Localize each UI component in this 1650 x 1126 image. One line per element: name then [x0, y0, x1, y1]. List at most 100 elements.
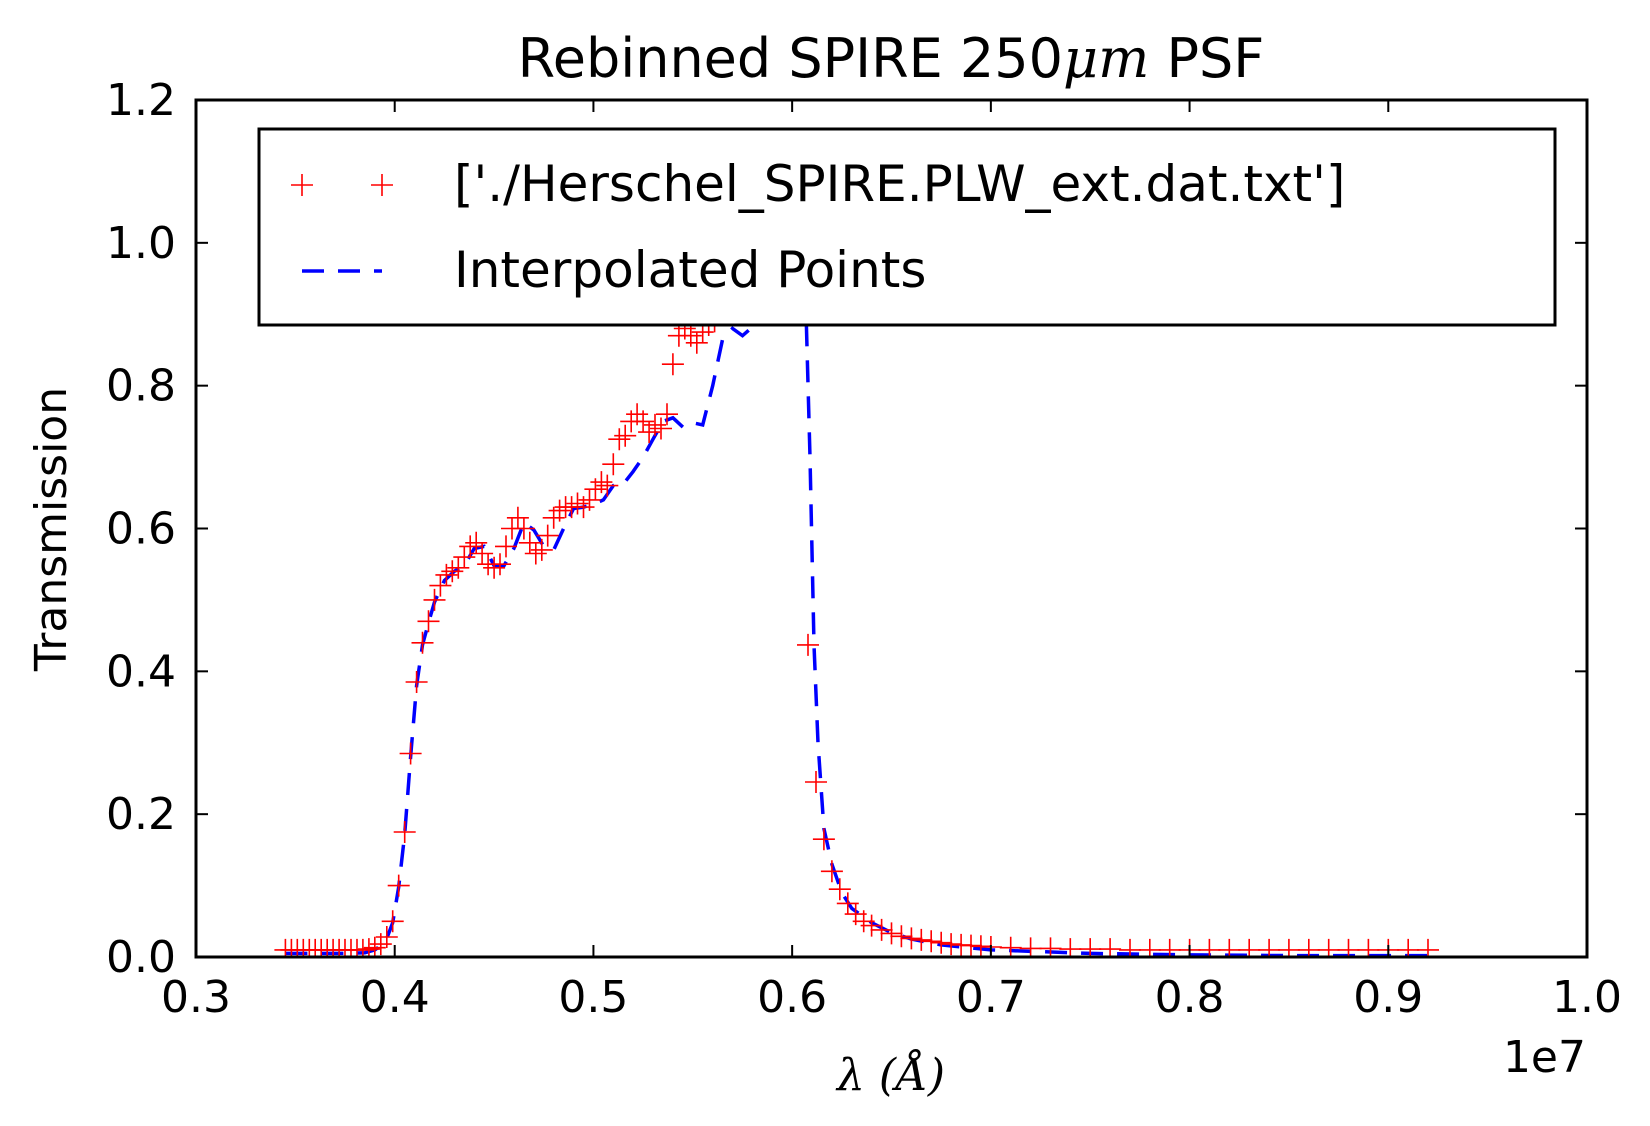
y-tick-label: 1.0: [106, 218, 176, 269]
data-point-marker: [459, 535, 482, 558]
data-point-marker: [375, 926, 398, 948]
legend-label-points: ['./Herschel_SPIRE.PLW_ext.dat.txt']: [454, 155, 1345, 213]
data-point-marker: [1277, 938, 1300, 957]
data-point-marker: [548, 499, 571, 522]
data-point-marker: [1337, 938, 1360, 957]
data-point-marker: [411, 631, 434, 654]
data-point-marker: [351, 938, 374, 957]
data-point-marker: [1417, 938, 1439, 957]
data-point-marker: [940, 933, 963, 956]
data-point-marker: [483, 556, 506, 579]
data-point-marker: [471, 542, 494, 565]
data-point-marker: [423, 588, 446, 611]
data-point-marker: [650, 417, 672, 440]
data-point-marker: [578, 488, 601, 511]
x-tick-label: 0.8: [1155, 972, 1225, 1023]
x-tick-label: 0.7: [956, 972, 1026, 1023]
data-point-marker: [1119, 938, 1141, 957]
data-point-marker: [506, 506, 529, 529]
y-tick-label: 0.6: [106, 504, 176, 555]
data-point-marker: [417, 610, 440, 633]
data-point-marker: [930, 931, 953, 954]
data-point-marker: [387, 874, 410, 897]
data-point-marker: [363, 936, 386, 957]
y-tick-label: 0.0: [106, 932, 176, 983]
data-point-marker: [566, 492, 589, 515]
data-point-marker: [685, 331, 708, 354]
data-point-marker: [1138, 938, 1161, 957]
legend-plus-marker: [291, 174, 313, 196]
legend-plus-marker: [371, 174, 393, 196]
data-point-marker: [512, 517, 535, 540]
data-point-marker: [1198, 938, 1221, 957]
x-tick-label: 0.9: [1353, 972, 1423, 1023]
x-axis-label: λ (Å): [835, 1048, 945, 1101]
legend-label-interp: Interpolated Points: [454, 241, 926, 299]
data-point-marker: [656, 403, 678, 426]
data-point-marker: [900, 927, 923, 950]
data-point-marker: [429, 574, 452, 597]
data-point-marker: [530, 538, 553, 561]
y-axis-label: Transmission: [26, 387, 77, 672]
data-point-marker: [920, 930, 943, 953]
data-point-marker: [890, 925, 913, 948]
data-point-marker: [1258, 938, 1281, 957]
data-point-marker: [614, 424, 637, 447]
data-point-marker: [608, 428, 631, 451]
data-point-marker: [1397, 938, 1420, 957]
data-point-marker: [880, 922, 903, 945]
data-point-marker: [447, 556, 470, 579]
data-point-marker: [441, 560, 464, 583]
data-point-marker: [495, 535, 517, 558]
data-point-marker: [524, 542, 547, 565]
data-point-marker: [910, 928, 933, 951]
y-tick-label: 0.2: [106, 789, 176, 840]
data-point-marker: [999, 936, 1022, 957]
data-point-marker: [435, 563, 458, 586]
data-point-marker: [797, 633, 819, 656]
y-tick-label: 0.8: [106, 361, 176, 412]
data-point-marker: [399, 742, 422, 765]
data-point-marker: [644, 413, 666, 436]
x-tick-label: 0.4: [360, 972, 430, 1023]
data-point-marker: [465, 531, 488, 554]
data-point-marker: [1158, 938, 1181, 957]
chart-title: Rebinned SPIRE 250μm PSF: [518, 27, 1265, 90]
data-point-marker: [1357, 938, 1380, 957]
data-point-marker: [393, 821, 416, 843]
x-tick-label: 1.0: [1552, 972, 1622, 1023]
data-point-marker: [596, 474, 619, 497]
legend: ['./Herschel_SPIRE.PLW_ext.dat.txt'] Int…: [257, 127, 1557, 327]
data-point-marker: [828, 878, 851, 901]
data-point-marker: [590, 471, 613, 494]
series-interpolated-line: [285, 251, 1428, 957]
data-point-marker: [812, 828, 835, 851]
data-point-marker: [1317, 938, 1340, 957]
data-point-marker: [602, 453, 625, 476]
legend-marker-points: [291, 174, 393, 196]
x-tick-label: 0.3: [161, 972, 231, 1023]
data-point-marker: [518, 531, 541, 554]
plot-frame: [194, 98, 1589, 959]
data-point-marker: [1297, 938, 1320, 957]
data-point-marker: [381, 910, 404, 933]
data-point-marker: [661, 353, 684, 376]
data-point-marker: [632, 410, 655, 433]
data-point-marker: [1238, 938, 1261, 957]
x-tick-label: 0.6: [757, 972, 827, 1023]
data-point-marker: [489, 553, 511, 576]
data-point-marker: [805, 771, 827, 793]
data-point-marker: [1218, 938, 1241, 957]
data-point-marker: [405, 671, 428, 693]
x-offset-label: 1e7: [1503, 1032, 1586, 1083]
legend-box: [257, 127, 1557, 327]
data-point-marker: [453, 546, 476, 569]
x-tick-label: 0.5: [558, 972, 628, 1023]
data-point-marker: [860, 914, 883, 937]
data-point-marker: [536, 524, 559, 547]
data-point-marker: [820, 860, 843, 883]
y-tick-label: 1.2: [106, 75, 176, 126]
y-tick-label: 0.4: [106, 646, 176, 697]
data-point-marker: [870, 918, 893, 941]
